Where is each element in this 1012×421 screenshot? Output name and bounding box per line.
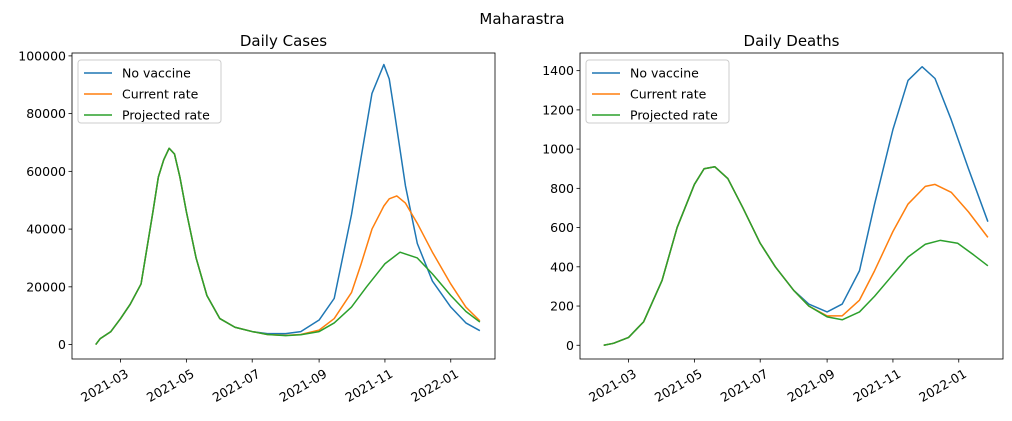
y-tick-label: 60000 (26, 164, 66, 179)
y-tick-label: 200 (550, 299, 574, 314)
x-tick-label: 2022-01 (408, 366, 461, 405)
y-tick-label: 1400 (542, 63, 574, 78)
legend-frame (585, 59, 730, 124)
legend-label-no-vaccine: No vaccine (630, 66, 699, 81)
y-tick-label: 40000 (26, 222, 66, 237)
x-tick-label: 2021-11 (342, 366, 395, 405)
y-tick-label: 0 (58, 337, 66, 352)
y-tick-label: 1200 (542, 102, 574, 117)
x-tick-label: 2021-05 (652, 366, 705, 405)
legend-item-no-vaccine: No vaccine (84, 66, 191, 81)
legend-label-projected-rate: Projected rate (122, 108, 210, 123)
legend-item-projected-rate: Projected rate (84, 108, 210, 123)
legend-label-projected-rate: Projected rate (630, 108, 718, 123)
series-line-projected-rate (603, 166, 989, 347)
y-tick-label: 20000 (26, 279, 66, 294)
x-tick-label: 2021-03 (78, 366, 131, 405)
y-tick-label: 800 (550, 181, 574, 196)
y-tick-label: 1000 (542, 142, 574, 157)
series-line-current-rate (603, 166, 989, 347)
y-tick-label: 400 (550, 259, 574, 274)
series-line-current-rate (95, 147, 481, 346)
x-tick-label: 2021-03 (586, 366, 639, 405)
y-tick-label: 0 (566, 338, 574, 353)
series-line-projected-rate (95, 147, 481, 346)
x-tick-label: 2022-01 (916, 366, 969, 405)
chart-title-daily-cases: Daily Cases (240, 32, 327, 50)
legend-frame (77, 59, 222, 124)
x-tick-label: 2021-09 (277, 366, 330, 405)
x-tick-label: 2021-05 (144, 366, 197, 405)
y-tick-label: 80000 (26, 106, 66, 121)
legend-item-current-rate: Current rate (84, 87, 199, 102)
legend-label-no-vaccine: No vaccine (122, 66, 191, 81)
chart-daily-cases: Daily Cases 0 20000 40000 60000 80000 100000 2… (18, 32, 496, 405)
legend-label-current-rate: Current rate (630, 87, 707, 102)
x-tick-label: 2021-07 (210, 366, 263, 405)
legend-item-no-vaccine: No vaccine (592, 66, 699, 81)
legend-label-current-rate: Current rate (122, 87, 199, 102)
axes-frame (71, 52, 496, 360)
x-tick-label: 2021-09 (785, 366, 838, 405)
y-tick-label: 600 (550, 220, 574, 235)
x-tick-label: 2021-07 (718, 366, 771, 405)
legend-item-projected-rate: Projected rate (592, 108, 718, 123)
y-tick-label: 100000 (18, 48, 66, 63)
figure-suptitle: Maharastra (479, 10, 564, 28)
x-tick-label: 2021-11 (850, 366, 903, 405)
legend-daily-cases: No vaccine Current rate Projected rate (77, 59, 222, 124)
chart-title-daily-deaths: Daily Deaths (744, 32, 840, 50)
legend-daily-deaths: No vaccine Current rate Projected rate (585, 59, 730, 124)
legend-item-current-rate: Current rate (592, 87, 707, 102)
chart-daily-deaths: Daily Deaths 0 200 400 600 800 1000 1200 1400 20… (542, 32, 1004, 405)
axes-frame (579, 52, 1004, 360)
